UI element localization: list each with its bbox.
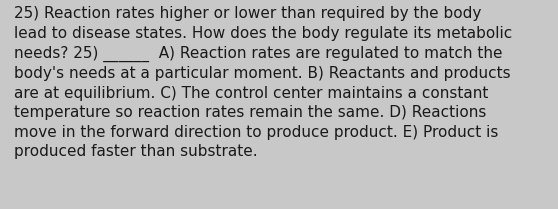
- Text: 25) Reaction rates higher or lower than required by the body
lead to disease sta: 25) Reaction rates higher or lower than …: [14, 6, 512, 159]
